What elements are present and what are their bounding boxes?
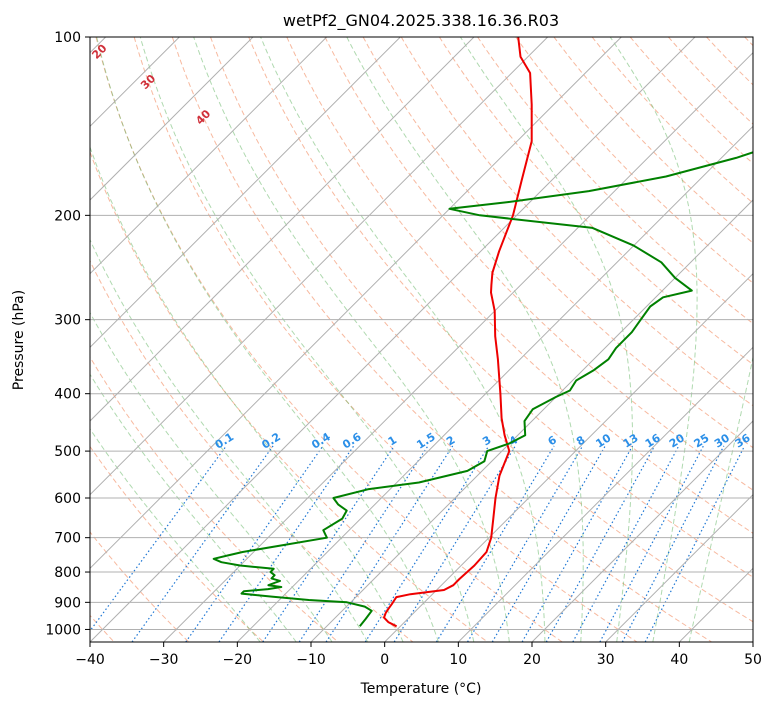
x-tick-label: −40	[75, 652, 105, 668]
isotherm-line	[531, 420, 753, 642]
isotherm-line	[90, 37, 549, 496]
x-tick-label: −30	[149, 652, 179, 668]
x-tick-label: 30	[597, 652, 615, 668]
y-axis-ticks: 100 200 300 400 500 600 700 800 900 1000	[45, 30, 90, 638]
mixing-ratio-line	[491, 445, 606, 642]
mixing-ratio-line	[262, 445, 395, 642]
isotherm-line	[90, 37, 401, 349]
x-tick-label: 0	[380, 652, 389, 668]
mixing-ratio-line	[298, 445, 429, 642]
mixing-ratio-line	[131, 445, 274, 642]
dry-adiabat-line	[286, 37, 753, 534]
x-tick-label: 40	[670, 652, 688, 668]
dry-adiabat-line	[553, 37, 753, 244]
mixing-ratio-line	[521, 445, 634, 642]
isotherm-line	[457, 346, 753, 642]
dry-adiabat-line	[248, 37, 753, 578]
dry-adiabat-line	[133, 37, 638, 642]
dry-adiabat-line	[629, 37, 753, 165]
isotherm-line	[384, 272, 753, 642]
dry-adiabat-line	[515, 37, 753, 284]
dry-adiabat-line	[171, 37, 712, 642]
y-tick-label: 900	[54, 595, 81, 611]
dry-adiabat-label: 0	[12, 29, 27, 44]
x-tick-label: 50	[744, 652, 762, 668]
mixing-ratio-line	[644, 445, 746, 642]
plot-frame	[89, 36, 754, 643]
y-tick-label: 100	[54, 30, 81, 46]
moist-adiabat-line	[609, 37, 698, 642]
isotherm-line	[90, 37, 475, 422]
moist-adiabats	[90, 37, 753, 642]
moist-adiabat-line	[260, 37, 546, 642]
dry-adiabat-line	[400, 37, 753, 407]
moist-adiabat-line	[96, 37, 439, 642]
mixing-ratio-line	[599, 445, 704, 642]
x-tick-label: 20	[523, 652, 541, 668]
isotherm-line	[90, 37, 328, 275]
dry-adiabat-line	[324, 37, 753, 491]
isotherm-line	[90, 37, 622, 570]
x-axis-label: Temperature (°C)	[360, 681, 482, 697]
dry-adiabat-line	[90, 356, 339, 642]
mixing-ratio-line	[572, 445, 680, 642]
isotherm-line	[605, 493, 753, 642]
mixing-ratio-line	[325, 445, 454, 642]
plot-area: 0.10.20.40.611.52346810131620253036-100-…	[12, 29, 753, 642]
y-axis-label: Pressure (hPa)	[11, 290, 27, 390]
mixing-ratio-line	[393, 445, 516, 642]
moist-adiabat-line	[346, 37, 584, 642]
isotherm-line	[163, 51, 753, 642]
mixing-ratio-line	[364, 445, 490, 642]
moist-adiabat-line	[90, 238, 369, 642]
dry-adiabat-line	[90, 150, 488, 642]
isotherm-line	[752, 641, 753, 642]
y-tick-label: 600	[54, 491, 81, 507]
dry-adiabat-line	[210, 37, 753, 623]
y-tick-label: 800	[54, 565, 81, 581]
isotherm-line	[236, 125, 753, 642]
isotherm-line	[90, 37, 696, 642]
isotherm-line	[90, 37, 254, 201]
mixing-ratio-line	[621, 445, 725, 642]
moist-adiabat-line	[139, 37, 475, 642]
dewpoint-profile-line	[212, 151, 753, 627]
x-tick-label: −20	[223, 652, 253, 668]
isotherms	[90, 37, 753, 642]
moist-adiabat-line	[90, 373, 297, 642]
x-axis-ticks: −40 −30 −20 −10 0 10 20 30 40 50	[75, 642, 762, 668]
dry-adiabat-line	[438, 37, 753, 366]
y-tick-label: 500	[54, 444, 81, 460]
x-tick-label: −10	[296, 652, 326, 668]
moist-adiabat-line	[193, 37, 510, 642]
y-tick-label: 700	[54, 531, 81, 547]
y-tick-label: 300	[54, 313, 81, 329]
moist-adiabat-line	[688, 354, 753, 642]
moist-adiabat-line	[90, 428, 261, 642]
mixing-ratio-line	[466, 445, 584, 642]
profile-series	[212, 37, 753, 628]
moist-adiabat-line	[90, 145, 404, 642]
y-tick-label: 1000	[45, 622, 81, 638]
mixing-ratio-line	[90, 445, 227, 632]
chart-title: wetPf2_GN04.2025.338.16.36.R03	[283, 11, 559, 31]
isobars	[90, 37, 753, 630]
y-tick-label: 400	[54, 387, 81, 403]
dry-adiabat-line	[90, 445, 264, 642]
isotherm-line	[310, 199, 753, 642]
x-tick-label: 10	[449, 652, 467, 668]
y-tick-label: 200	[54, 208, 81, 224]
temperature-profile-line	[383, 37, 533, 628]
